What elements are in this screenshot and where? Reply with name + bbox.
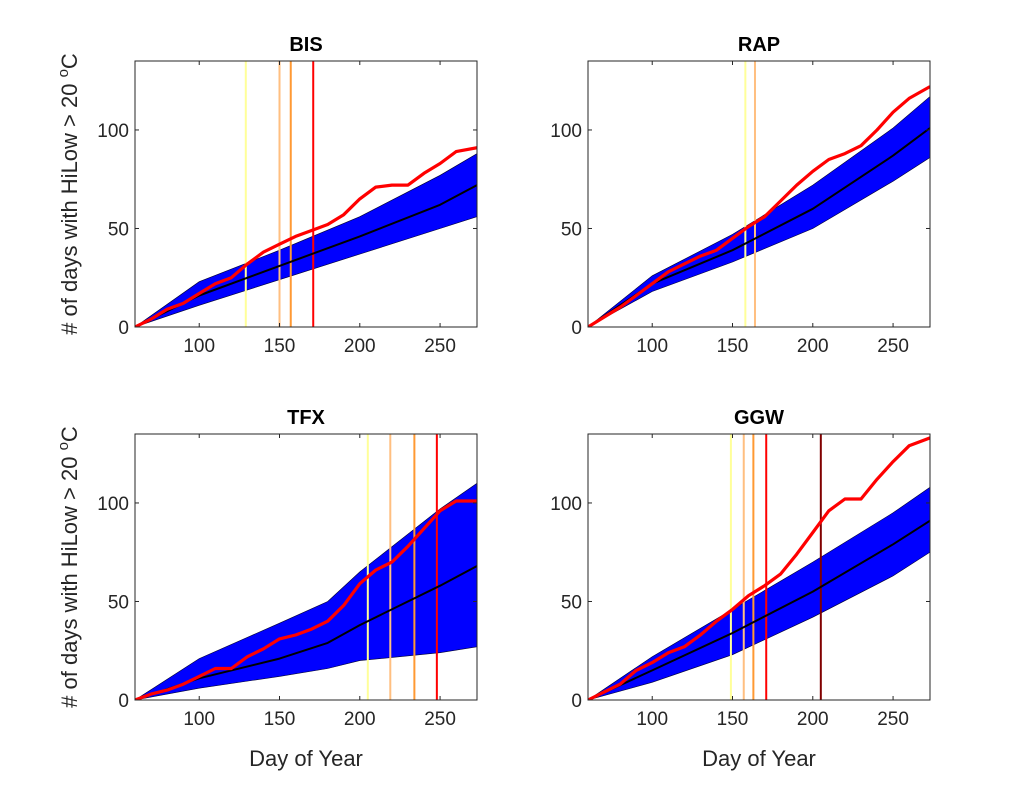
chart-2-xtick-label-0: 100	[183, 709, 215, 730]
chart-1-xtick-label-3: 250	[877, 336, 909, 357]
chart-0-xtick-label-2: 200	[344, 336, 376, 357]
chart-2: 100 150 200 250 0 50 100 TFX Day of Year # of day…	[55, 407, 478, 771]
chart-0-xtick-label-3: 250	[424, 336, 456, 357]
chart-0-ytick-label-2: 100	[97, 121, 129, 142]
chart-2-xtick-label-2: 200	[344, 709, 376, 730]
chart-0-ylabel: # of days with HiLow > 20 oC	[55, 53, 82, 335]
chart-3-xtick-label-0: 100	[636, 709, 668, 730]
chart-3-xtick-label-3: 250	[877, 709, 909, 730]
chart-0-ytick-label-1: 50	[108, 219, 129, 240]
chart-2-xtick-label-3: 250	[424, 709, 456, 730]
chart-1-xtick-label-0: 100	[636, 336, 668, 357]
chart-2-ytick-label-1: 50	[108, 592, 129, 613]
chart-3-title: GGW	[734, 407, 784, 429]
chart-0: 100 150 200 250 0 50 100 BIS # of days with HiLo…	[55, 34, 478, 357]
chart-0-observed-line	[135, 146, 477, 327]
chart-2-observed-line	[135, 499, 477, 700]
chart-3-xtick-label-2: 200	[797, 709, 829, 730]
chart-1-ytick-label-0: 0	[571, 318, 582, 339]
chart-1-ytick-label-1: 50	[561, 219, 582, 240]
chart-2-xlabel: Day of Year	[249, 746, 363, 771]
chart-3-ytick-label-2: 100	[550, 494, 582, 515]
chart-0-xtick-label-1: 150	[264, 336, 296, 357]
chart-1-plot-area	[588, 61, 930, 327]
chart-0-ytick-label-0: 0	[118, 318, 129, 339]
chart-1-title: RAP	[738, 34, 780, 56]
chart-2-ytick-label-0: 0	[118, 691, 129, 712]
chart-3-plot-area	[588, 434, 930, 700]
chart-3-ytick-label-0: 0	[571, 691, 582, 712]
chart-2-ylabel: # of days with HiLow > 20 oC	[55, 426, 82, 708]
chart-3-mean-line	[588, 519, 930, 700]
chart-3-xtick-label-1: 150	[717, 709, 749, 730]
chart-3: 100 150 200 250 0 50 100 GGW Day of Year	[550, 407, 931, 771]
chart-0-title: BIS	[289, 34, 322, 56]
chart-2-title: TFX	[287, 407, 325, 429]
chart-1-xtick-label-2: 200	[797, 336, 829, 357]
chart-2-mean-line	[135, 565, 477, 700]
chart-0-plot-area	[135, 61, 477, 327]
chart-1-ytick-label-2: 100	[550, 121, 582, 142]
chart-1-observed-line	[588, 85, 930, 327]
chart-2-axes-box	[134, 433, 478, 701]
chart-0-axes-box	[134, 60, 478, 328]
chart-2-plot-area	[135, 434, 477, 700]
chart-0-xtick-label-0: 100	[183, 336, 215, 357]
chart-1-xtick-label-1: 150	[717, 336, 749, 357]
chart-1-axes-box	[587, 60, 931, 328]
chart-1: 100 150 200 250 0 50 100 RAP	[550, 34, 931, 357]
chart-3-ytick-label-1: 50	[561, 592, 582, 613]
chart-3-axes-box	[587, 433, 931, 701]
chart-3-xlabel: Day of Year	[702, 746, 816, 771]
chart-3-observed-line	[588, 436, 930, 700]
chart-2-xtick-label-1: 150	[264, 709, 296, 730]
chart-2-ytick-label-2: 100	[97, 494, 129, 515]
chart-0-range-band	[135, 153, 477, 327]
chart-2-range-band	[135, 482, 477, 700]
